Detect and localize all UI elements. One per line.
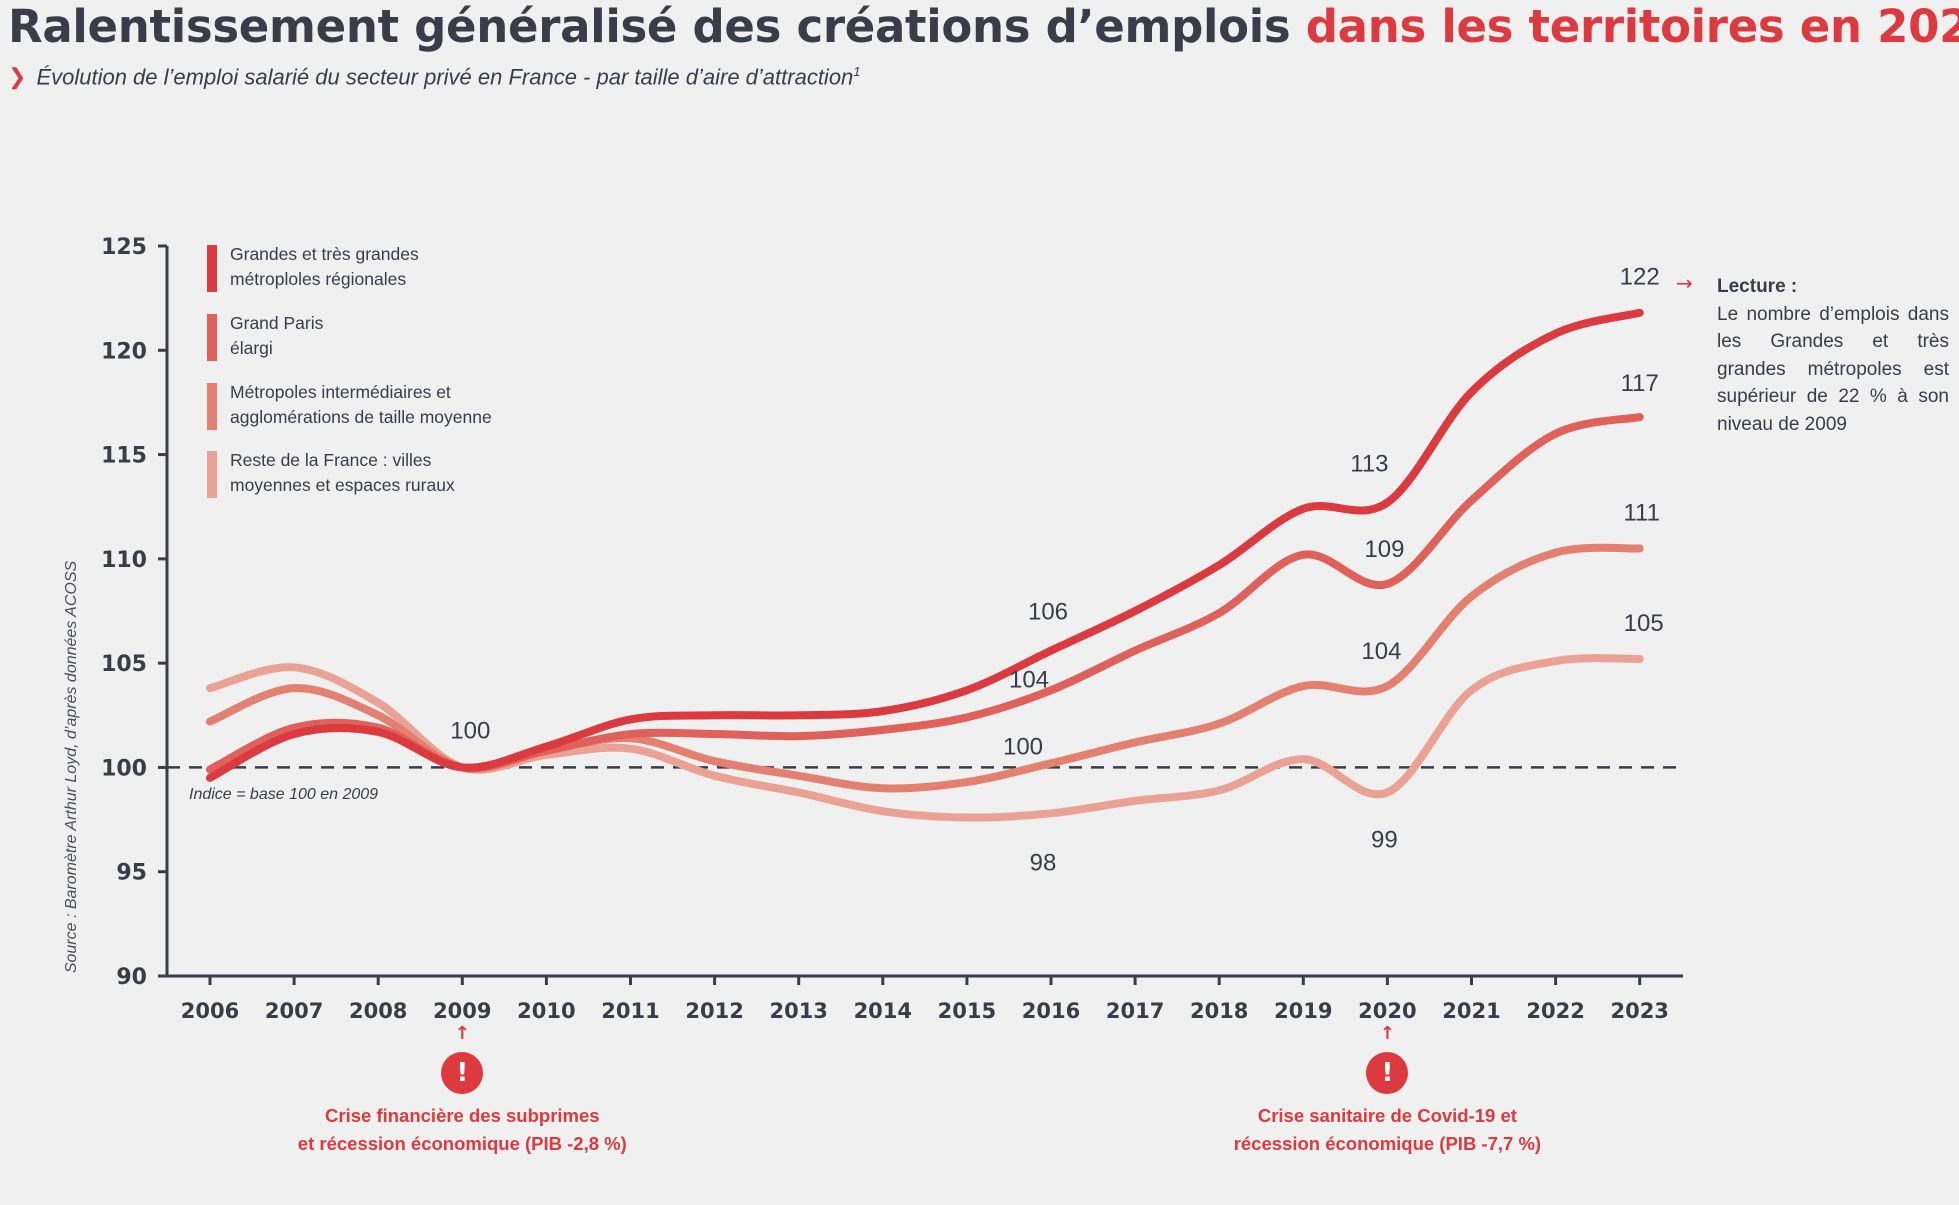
arrow-up-icon: ↑ bbox=[1379, 1023, 1395, 1044]
data-label: 122 bbox=[1620, 264, 1660, 291]
x-tick-label: 2014 bbox=[854, 999, 912, 1023]
x-tick-label: 2018 bbox=[1190, 999, 1248, 1023]
series-line-0 bbox=[206, 308, 1644, 782]
y-tick-label: 120 bbox=[101, 339, 147, 364]
title-main: Ralentissement généralisé des créations … bbox=[8, 0, 1306, 53]
x-tick-label: 2011 bbox=[601, 999, 659, 1023]
x-tick-label: 2008 bbox=[349, 999, 407, 1023]
y-tick-label: 90 bbox=[116, 965, 147, 990]
data-label: 113 bbox=[1350, 451, 1388, 478]
alert-icon: ! bbox=[1366, 1052, 1409, 1094]
x-tick-label: 2021 bbox=[1442, 999, 1500, 1023]
data-label: 104 bbox=[1009, 666, 1049, 693]
data-label: 111 bbox=[1623, 499, 1659, 526]
y-tick-label: 115 bbox=[101, 444, 147, 469]
data-label: 117 bbox=[1621, 370, 1659, 397]
data-label: 98 bbox=[1030, 849, 1057, 876]
y-tick-label: 110 bbox=[101, 548, 147, 573]
x-tick-label: 2006 bbox=[181, 999, 239, 1023]
x-tick-label: 2010 bbox=[517, 999, 575, 1023]
y-tick-label: 95 bbox=[116, 861, 147, 886]
x-tick-label: 2017 bbox=[1106, 999, 1164, 1023]
legend-swatch bbox=[207, 314, 217, 361]
subtitle-text: Évolution de l’emploi salarié du secteur… bbox=[36, 64, 854, 90]
event-text: Crise sanitaire de Covid-19 et récession… bbox=[1233, 1105, 1542, 1154]
subtitle: ❯ Évolution de l’emploi salarié du secteu… bbox=[8, 64, 861, 90]
data-label: 106 bbox=[1028, 599, 1068, 626]
arrow-right-icon: → bbox=[1676, 271, 1693, 295]
legend-label: Grandes et très grandes métroploles régi… bbox=[230, 244, 419, 289]
legend-swatch bbox=[207, 245, 217, 292]
page-title: Ralentissement généralisé des créations … bbox=[8, 0, 1959, 53]
x-tick-label: 2013 bbox=[769, 999, 827, 1023]
x-tick-label: 2016 bbox=[1022, 999, 1080, 1023]
arrow-up-icon: ↑ bbox=[454, 1023, 470, 1044]
source-note: Source : Baromètre Arthur Loyd, d’après … bbox=[63, 560, 80, 974]
data-label: 100 bbox=[1003, 733, 1043, 760]
chevron-right-icon: ❯ bbox=[8, 64, 27, 90]
event-text: Crise financière des subprimes et récess… bbox=[297, 1105, 627, 1154]
data-label: 109 bbox=[1364, 536, 1404, 563]
event-annotation: ↑! Crise financière des subprimes et réce… bbox=[252, 1024, 672, 1158]
data-label: 104 bbox=[1361, 638, 1401, 665]
x-tick-label: 2007 bbox=[265, 999, 323, 1023]
lecture-text: Le nombre d’emplois dans les Grandes et … bbox=[1717, 303, 1949, 435]
footnote-ref: 1 bbox=[853, 64, 861, 79]
lecture-heading: Lecture : bbox=[1717, 276, 1798, 297]
y-tick-label: 105 bbox=[101, 652, 147, 677]
x-tick-label: 2019 bbox=[1274, 999, 1332, 1023]
legend-label: Métropoles intermédiaires et agglomérati… bbox=[230, 382, 492, 427]
data-label: 99 bbox=[1371, 826, 1398, 853]
series-line-3 bbox=[206, 654, 1644, 822]
x-tick-label: 2012 bbox=[685, 999, 743, 1023]
data-label: 105 bbox=[1624, 610, 1664, 637]
lecture-note: Lecture : Le nombre d’emplois dans les G… bbox=[1717, 273, 1949, 438]
x-tick-label: 2020 bbox=[1358, 999, 1416, 1023]
x-tick-label: 2022 bbox=[1526, 999, 1584, 1023]
baseline-label: Indice = base 100 en 2009 bbox=[189, 786, 379, 803]
data-label: 100 bbox=[450, 717, 490, 744]
event-annotation: ↑! Crise sanitaire de Covid-19 et récessi… bbox=[1177, 1024, 1597, 1158]
y-tick-label: 100 bbox=[101, 756, 147, 781]
legend-swatch bbox=[207, 451, 217, 498]
x-tick-label: 2009 bbox=[433, 999, 491, 1023]
title-accent: dans les territoires en 2023 bbox=[1305, 0, 1959, 53]
y-tick-label: 125 bbox=[101, 235, 147, 260]
x-tick-label: 2015 bbox=[938, 999, 996, 1023]
x-tick-label: 2023 bbox=[1610, 999, 1668, 1023]
alert-icon: ! bbox=[441, 1052, 484, 1094]
legend-label: Reste de la France : villes moyennes et … bbox=[230, 450, 455, 495]
legend-swatch bbox=[207, 383, 217, 430]
legend-label: Grand Paris élargi bbox=[230, 313, 324, 358]
